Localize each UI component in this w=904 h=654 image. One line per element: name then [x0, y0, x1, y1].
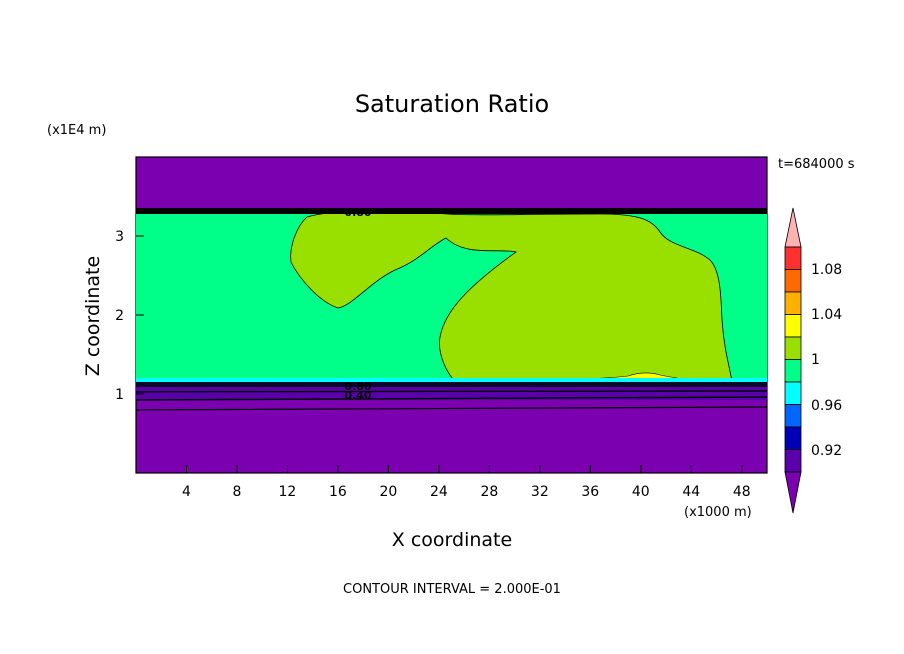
x-axis-ticks: 4 8 12 16 20 24 28 32 36 40 44 48	[182, 465, 751, 500]
x-axis-multiplier: (x1000 m)	[684, 505, 752, 520]
x-tick-label-8: 8	[232, 484, 241, 500]
x-tick-label-48: 48	[733, 484, 751, 500]
x-tick-label-32: 32	[531, 484, 549, 500]
contour-label-lower-1: 0.80	[344, 380, 371, 393]
timestamp-label: t=684000 s	[778, 157, 855, 172]
colorbar-segment-10	[784, 449, 802, 473]
x-tick-label-4: 4	[182, 484, 191, 500]
contour-label-upper: 0.80	[344, 206, 371, 219]
x-tick-label-44: 44	[682, 484, 700, 500]
upper-contour-band	[136, 208, 767, 214]
colorbar-segment-2	[784, 269, 802, 293]
colorbar-label-1: 1.08	[811, 262, 842, 278]
lower-dark-band	[136, 387, 767, 400]
colorbar-segment-3	[784, 291, 802, 315]
lower-blue-stripe	[136, 378, 767, 382]
y-tick-label-3: 3	[115, 229, 124, 245]
colorbar-segment-9	[784, 426, 802, 450]
contour-interval-label: CONTOUR INTERVAL = 2.000E-01	[343, 582, 561, 597]
colorbar-segment-4	[784, 314, 802, 338]
y-axis-title: Z coordinate	[82, 256, 104, 376]
colorbar-top-arrow	[784, 207, 802, 248]
colorbar-segment-7	[784, 381, 802, 405]
y-tick-label-2: 2	[115, 308, 124, 324]
x-tick-label-36: 36	[581, 484, 599, 500]
colorbar-bottom-arrow	[784, 471, 802, 514]
colorbar-label-3: 1	[811, 352, 820, 368]
chart-title: Saturation Ratio	[355, 90, 549, 118]
x-tick-label-20: 20	[379, 484, 397, 500]
colorbar-label-2: 1.04	[811, 307, 842, 323]
y-tick-label-1: 1	[115, 387, 124, 403]
lower-contour-line-3	[135, 406, 768, 411]
y-axis-ticks: 1 2 3	[115, 229, 144, 403]
x-tick-label-40: 40	[632, 484, 650, 500]
x-axis-title: X coordinate	[392, 529, 512, 551]
x-tick-label-16: 16	[329, 484, 347, 500]
x-tick-label-24: 24	[430, 484, 448, 500]
lower-contour-band	[136, 382, 767, 387]
colorbar-label-5: 0.92	[811, 443, 842, 459]
colorbar-segment-8	[784, 404, 802, 428]
colorbar-segment-1	[784, 246, 802, 270]
y-axis-multiplier: (x1E4 m)	[47, 123, 106, 138]
contour-label-lower-2: 0.40	[344, 389, 371, 402]
plot-area: 0.80 0.80 0.40	[135, 156, 768, 474]
colorbar-label-4: 0.96	[811, 398, 842, 414]
x-tick-label-12: 12	[279, 484, 297, 500]
colorbar-segment-6	[784, 359, 802, 383]
lower-contour-line-2	[135, 396, 768, 401]
colorbar-segment-5	[784, 336, 802, 360]
lower-contour-line-1	[135, 390, 768, 393]
colorbar: 1.08 1.04 1 0.96 0.92	[784, 207, 842, 514]
x-tick-label-28: 28	[480, 484, 498, 500]
